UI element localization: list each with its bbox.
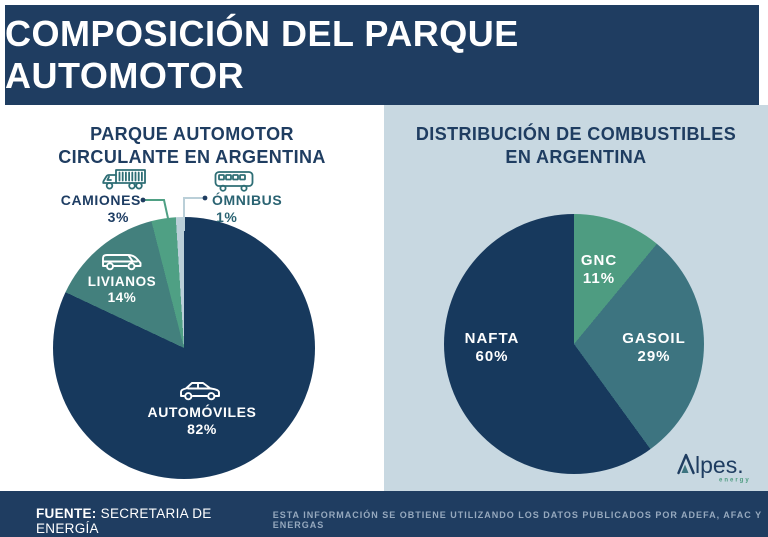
omnibus-label: ÓMNIBUS 1% <box>212 192 322 225</box>
right-chart-title-line2: EN ARGENTINA <box>505 146 647 167</box>
vehicle-fleet-pie-chart <box>53 217 315 479</box>
livianos-value: 14% <box>107 289 137 305</box>
fuel-distribution-pie-chart <box>444 214 704 474</box>
footer-band: FUENTE: SECRETARIA DE ENERGÍA ESTA INFOR… <box>0 491 768 537</box>
automoviles-value: 82% <box>187 420 217 437</box>
gnc-value: 11% <box>582 269 616 287</box>
left-chart-title: PARQUE AUTOMOTOR CIRCULANTE EN ARGENTINA <box>0 123 384 168</box>
bus-icon <box>214 171 254 192</box>
alpes-logo-sub: energy <box>719 478 751 484</box>
gasoil-value: 29% <box>637 347 671 365</box>
omnibus-value: 1% <box>216 208 238 225</box>
footer-note: ESTA INFORMACIÓN SE OBTIENE UTILIZANDO L… <box>272 510 762 530</box>
van-icon <box>102 254 142 271</box>
right-chart-title-line1: DISTRIBUCIÓN DE COMBUSTIBLES <box>415 124 737 144</box>
gasoil-name: GASOIL <box>622 330 686 347</box>
header-band: COMPOSICIÓN DEL PARQUE AUTOMOTOR <box>5 5 759 105</box>
right-panel: DISTRIBUCIÓN DE COMBUSTIBLES EN ARGENTIN… <box>384 105 768 491</box>
nafta-value: 60% <box>475 347 509 365</box>
nafta-label: NAFTA 60% <box>432 330 552 365</box>
leader-dot-camiones <box>140 197 146 203</box>
gasoil-label: GASOIL 29% <box>594 330 714 365</box>
truck-icon <box>102 169 146 190</box>
nafta-name: NAFTA <box>464 330 520 347</box>
footer-source: FUENTE: SECRETARIA DE ENERGÍA <box>36 506 257 536</box>
omnibus-name: ÓMNIBUS <box>212 192 283 208</box>
left-chart-title-line1: PARQUE AUTOMOTOR <box>90 124 294 144</box>
right-chart-title: DISTRIBUCIÓN DE COMBUSTIBLES EN ARGENTIN… <box>384 123 768 168</box>
page-title: COMPOSICIÓN DEL PARQUE AUTOMOTOR <box>5 13 519 96</box>
alpes-energy-logo: lpes. energy <box>677 452 751 484</box>
alpes-logo-mark <box>677 453 695 475</box>
automoviles-name: AUTOMÓVILES <box>147 404 257 420</box>
gnc-label: GNC 11% <box>559 252 639 287</box>
livianos-name: LIVIANOS <box>87 274 157 289</box>
livianos-label: LIVIANOS 14% <box>62 274 182 306</box>
leader-dot-omnibus <box>202 195 208 201</box>
gnc-name: GNC <box>580 252 618 269</box>
svg-text:lpes.: lpes. <box>695 452 744 478</box>
left-panel: PARQUE AUTOMOTOR CIRCULANTE EN ARGENTINA <box>0 105 384 491</box>
left-chart-title-line2: CIRCULANTE EN ARGENTINA <box>58 146 326 167</box>
automoviles-label: AUTOMÓVILES 82% <box>122 404 282 437</box>
camiones-value: 3% <box>107 208 129 225</box>
footer-source-value: SECRETARIA DE ENERGÍA <box>36 506 212 536</box>
camiones-name: CAMIONES <box>60 192 141 208</box>
footer-source-label: FUENTE: <box>36 506 97 521</box>
car-icon <box>180 382 220 401</box>
camiones-label: CAMIONES 3% <box>31 192 141 225</box>
